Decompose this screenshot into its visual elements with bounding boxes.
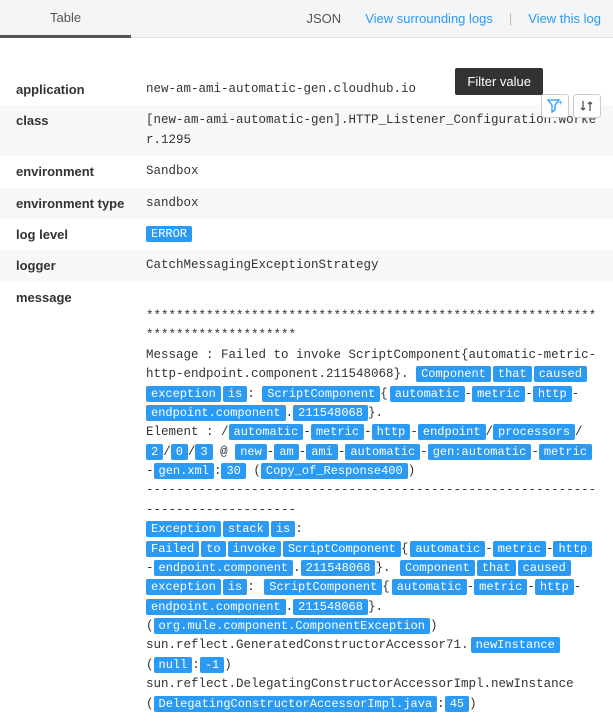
val-logger: CatchMessagingExceptionStrategy <box>146 256 597 275</box>
t-2[interactable]: 2 <box>146 444 163 460</box>
val-class: [new-am-ami-automatic-gen].HTTP_Listener… <box>146 111 597 150</box>
t-processors[interactable]: processors <box>493 424 575 440</box>
t-endpoint-component3[interactable]: endpoint.component <box>146 599 286 615</box>
tab-viewlog[interactable]: View this log <box>516 0 613 38</box>
t-automatic5[interactable]: automatic <box>392 579 467 595</box>
t-http3[interactable]: http <box>553 541 592 557</box>
row-class: class [new-am-ami-automatic-gen].HTTP_Li… <box>0 105 613 156</box>
key-environment-type: environment type <box>16 194 146 211</box>
t-to[interactable]: to <box>201 541 225 557</box>
t-that[interactable]: that <box>493 366 532 382</box>
t-genauto[interactable]: gen:automatic <box>428 444 532 460</box>
t-0[interactable]: 0 <box>171 444 188 460</box>
error-badge: ERROR <box>146 226 192 242</box>
t-automatic4[interactable]: automatic <box>410 541 485 557</box>
t-invoke[interactable]: invoke <box>228 541 281 557</box>
tab-table[interactable]: Table <box>0 0 131 38</box>
val-environment-type: sandbox <box>146 194 597 213</box>
filter-in-button[interactable]: + <box>541 94 569 118</box>
t-is2[interactable]: is <box>271 521 295 537</box>
row-environment-type: environment type sandbox <box>0 188 613 219</box>
t-minus1[interactable]: -1 <box>200 657 224 673</box>
t-newinstance[interactable]: newInstance <box>471 637 560 653</box>
svg-text:+: + <box>558 99 563 107</box>
t-component[interactable]: Component <box>416 366 491 382</box>
t-caused[interactable]: caused <box>534 366 587 382</box>
t-http4[interactable]: http <box>535 579 574 595</box>
t-genxml[interactable]: gen.xml <box>154 463 214 479</box>
key-class: class <box>16 111 146 128</box>
val-message: ****************************************… <box>146 288 597 714</box>
val-log-level: ERROR <box>146 225 597 244</box>
key-logger: logger <box>16 256 146 273</box>
t-211548068c[interactable]: 211548068 <box>293 599 368 615</box>
row-environment: environment Sandbox <box>0 156 613 187</box>
t-endpoint-component2[interactable]: endpoint.component <box>154 560 294 576</box>
t-exception[interactable]: exception <box>146 386 221 402</box>
filter-icons: + <box>541 94 601 118</box>
t-45[interactable]: 45 <box>445 696 469 712</box>
t-ami[interactable]: ami <box>306 444 338 460</box>
t-http2[interactable]: http <box>372 424 411 440</box>
msg-reflect2: sun.reflect.DelegatingConstructorAccesso… <box>146 677 574 691</box>
t-is3[interactable]: is <box>223 579 247 595</box>
t-scriptcomponent[interactable]: ScriptComponent <box>262 386 380 402</box>
filter-value-tooltip: Filter value <box>455 68 543 95</box>
msg-dashes: ----------------------------------------… <box>146 483 596 516</box>
t-exception-cap[interactable]: Exception <box>146 521 221 537</box>
key-message: message <box>16 288 146 305</box>
t-component2[interactable]: Component <box>400 560 475 576</box>
t-failed[interactable]: Failed <box>146 541 199 557</box>
t-stack[interactable]: stack <box>223 521 269 537</box>
t-am[interactable]: am <box>274 444 298 460</box>
tab-separator: | <box>505 11 516 26</box>
t-metric4[interactable]: metric <box>493 541 546 557</box>
t-copy[interactable]: Copy_of_Response400 <box>261 463 408 479</box>
t-caused2[interactable]: caused <box>518 560 571 576</box>
row-logger: logger CatchMessagingExceptionStrategy <box>0 250 613 281</box>
t-211548068[interactable]: 211548068 <box>293 405 368 421</box>
t-delegating[interactable]: DelegatingConstructorAccessorImpl.java <box>154 696 438 712</box>
tabs-bar: Table JSON View surrounding logs | View … <box>0 0 613 38</box>
row-log-level: log level ERROR <box>0 219 613 250</box>
t-metric[interactable]: metric <box>472 386 525 402</box>
t-metric3[interactable]: metric <box>539 444 592 460</box>
msg-stars: ****************************************… <box>146 309 596 342</box>
t-scriptcomponent2[interactable]: ScriptComponent <box>283 541 401 557</box>
filter-sort-icon <box>579 99 595 113</box>
t-automatic[interactable]: automatic <box>390 386 465 402</box>
msg-element-label: Element : / <box>146 425 229 439</box>
t-endpoint[interactable]: endpoint <box>418 424 486 440</box>
t-that2[interactable]: that <box>477 560 516 576</box>
row-message: message ********************************… <box>0 282 613 720</box>
t-30[interactable]: 30 <box>221 463 245 479</box>
t-new[interactable]: new <box>235 444 267 460</box>
val-environment: Sandbox <box>146 162 597 181</box>
msg-reflect1: sun.reflect.GeneratedConstructorAccessor… <box>146 638 461 652</box>
t-is[interactable]: is <box>223 386 247 402</box>
t-automatic3[interactable]: automatic <box>345 444 420 460</box>
t-211548068b[interactable]: 211548068 <box>301 560 376 576</box>
t-null[interactable]: null <box>154 657 193 673</box>
t-endpoint-component[interactable]: endpoint.component <box>146 405 286 421</box>
t-orgmule[interactable]: org.mule.component.ComponentException <box>154 618 430 634</box>
filter-out-button[interactable] <box>573 94 601 118</box>
t-metric2[interactable]: metric <box>311 424 364 440</box>
key-environment: environment <box>16 162 146 179</box>
key-application: application <box>16 80 146 97</box>
t-http[interactable]: http <box>533 386 572 402</box>
t-scriptcomponent3[interactable]: ScriptComponent <box>264 579 382 595</box>
t-3[interactable]: 3 <box>195 444 212 460</box>
tab-surrounding[interactable]: View surrounding logs <box>353 0 505 38</box>
key-log-level: log level <box>16 225 146 242</box>
t-metric5[interactable]: metric <box>474 579 527 595</box>
t-automatic2[interactable]: automatic <box>229 424 304 440</box>
tab-json[interactable]: JSON <box>295 0 354 38</box>
filter-plus-icon: + <box>547 99 563 113</box>
t-exception2[interactable]: exception <box>146 579 221 595</box>
